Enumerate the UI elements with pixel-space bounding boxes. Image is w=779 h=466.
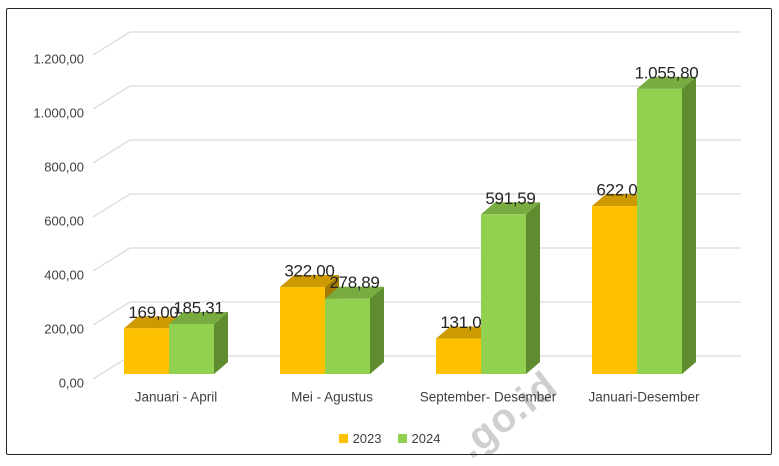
y-axis-tick-label: 200,00 (44, 321, 84, 336)
bar-2023-Mei - Agustus (280, 287, 325, 374)
gridline-diagonal (92, 193, 131, 218)
x-axis-category-label: Mei - Agustus (291, 390, 373, 405)
bar-top-2024 (637, 76, 696, 89)
chart-legend: 2023 2024 (0, 429, 779, 447)
bar-2023-September- Desember (436, 338, 481, 374)
legend-label-2024: 2024 (411, 430, 441, 446)
legend-label-2023: 2023 (352, 430, 382, 446)
bar-side-2024 (214, 311, 228, 374)
value-label-2023: 169,00 (128, 303, 178, 322)
x-axis-category-label: Januari-Desember (588, 390, 700, 405)
bar-top-2024 (325, 286, 384, 299)
gridline-diagonal (92, 301, 131, 326)
bar-2024-Januari-Desember (637, 88, 682, 375)
bar-top-2023 (592, 194, 651, 207)
gridline-diagonal (92, 355, 131, 380)
bar-side-2024 (526, 202, 540, 374)
legend-swatch-2023 (338, 433, 348, 443)
value-label-2024: 185,31 (173, 298, 223, 317)
legend-swatch-2024 (397, 433, 407, 443)
value-label-2024: 1.055,80 (635, 63, 699, 82)
legend-item-2023: 2023 (338, 430, 382, 446)
y-axis-tick-label: 0,00 (59, 375, 84, 390)
y-axis-tick-label: 400,00 (44, 267, 84, 282)
gridline-diagonal (92, 85, 131, 110)
gridline-diagonal (92, 31, 131, 56)
value-label-2024: 591,59 (485, 189, 535, 208)
value-label-2023: 131,00 (440, 313, 490, 332)
x-axis-category-label: Januari - April (135, 390, 218, 405)
value-label-2023: 622,00 (596, 181, 646, 200)
bar-side-2024 (682, 76, 696, 375)
bar-top-2024 (169, 311, 228, 324)
y-axis-tick-label: 1.000,00 (33, 105, 84, 120)
x-axis-category-label: September- Desember (420, 390, 557, 405)
bar-top-2024 (481, 202, 540, 215)
bar-2024-Januari - April (169, 323, 214, 374)
bar-top-2023 (280, 275, 339, 288)
bar-side-2024 (370, 286, 384, 374)
bar-2023-Januari-Desember (592, 206, 637, 374)
gridline-diagonal (92, 139, 131, 164)
bar-top-2023 (124, 316, 183, 329)
bar-2024-September- Desember (481, 214, 526, 374)
value-label-2023: 322,00 (284, 262, 334, 281)
y-axis-tick-label: 600,00 (44, 213, 84, 228)
bar-2024-Mei - Agustus (325, 298, 370, 374)
y-axis-tick-label: 1.200,00 (33, 51, 84, 66)
y-axis-tick-label: 800,00 (44, 159, 84, 174)
value-label-2024: 278,89 (329, 273, 379, 292)
legend-item-2024: 2024 (397, 430, 441, 446)
bar-top-2023 (436, 326, 495, 339)
gridline-diagonal (92, 247, 131, 272)
bar-2023-Januari - April (124, 328, 169, 374)
